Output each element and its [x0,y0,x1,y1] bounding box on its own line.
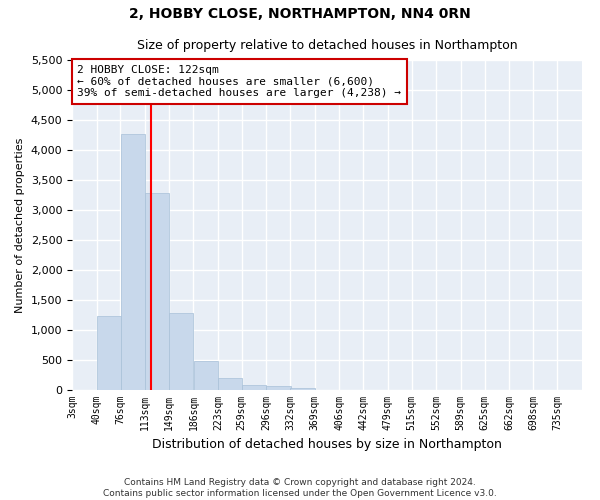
Title: Size of property relative to detached houses in Northampton: Size of property relative to detached ho… [137,39,517,52]
Bar [121,134,145,390]
Bar [169,312,193,390]
Text: 2, HOBBY CLOSE, NORTHAMPTON, NN4 0RN: 2, HOBBY CLOSE, NORTHAMPTON, NN4 0RN [129,8,471,22]
Text: 2 HOBBY CLOSE: 122sqm
← 60% of detached houses are smaller (6,600)
39% of semi-d: 2 HOBBY CLOSE: 122sqm ← 60% of detached … [77,65,401,98]
Bar [194,360,218,390]
Bar [266,386,290,390]
Bar [145,193,169,390]
Y-axis label: Number of detached properties: Number of detached properties [15,138,25,312]
Bar [218,378,242,390]
Text: Contains HM Land Registry data © Crown copyright and database right 2024.
Contai: Contains HM Land Registry data © Crown c… [103,478,497,498]
Bar [290,388,314,390]
Bar [242,384,266,390]
X-axis label: Distribution of detached houses by size in Northampton: Distribution of detached houses by size … [152,438,502,452]
Bar [97,316,121,390]
